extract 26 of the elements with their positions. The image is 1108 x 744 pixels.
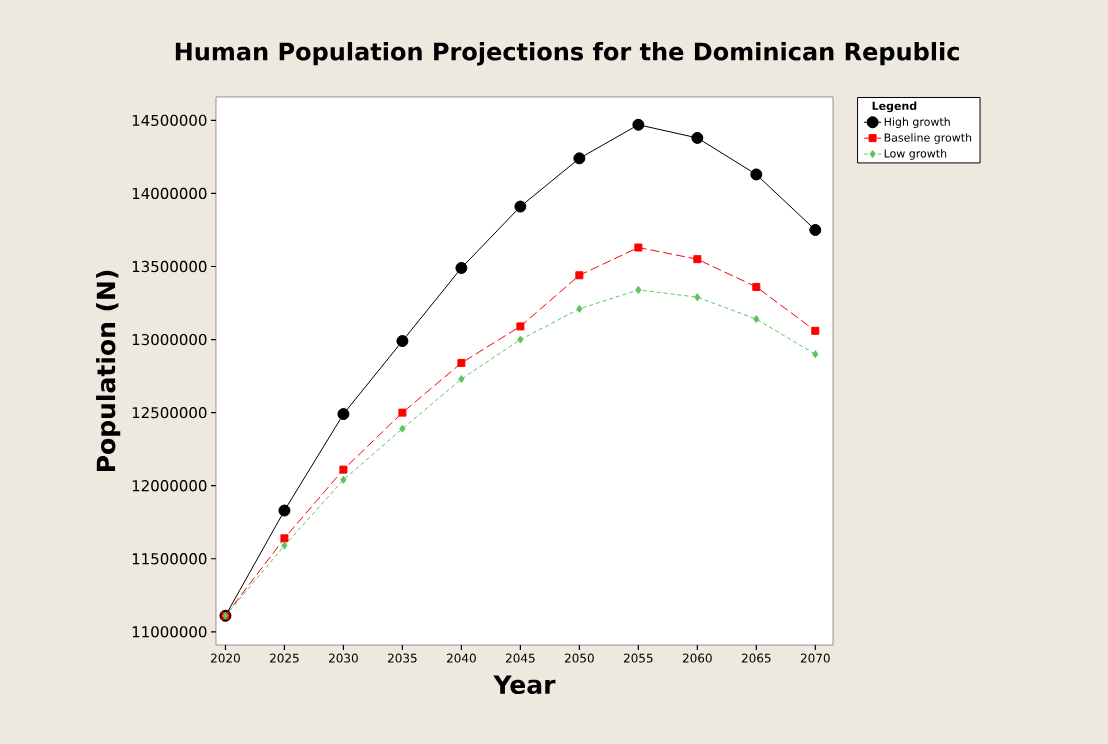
x-tick-label: 2050 bbox=[564, 653, 594, 663]
legend-title: Legend bbox=[872, 101, 917, 113]
y-tick-label: 14000000 bbox=[132, 187, 207, 200]
x-tick-label: 2030 bbox=[329, 653, 358, 663]
x-tick-label: 2070 bbox=[800, 653, 830, 663]
x-tick-label: 2025 bbox=[270, 653, 299, 663]
x-tick-label: 2035 bbox=[388, 653, 417, 663]
x-tick-label: 2055 bbox=[623, 653, 653, 663]
y-tick-label: 13500000 bbox=[132, 260, 207, 273]
y-axis-title: Population (N) bbox=[96, 270, 121, 471]
legend-label: Low growth bbox=[884, 149, 947, 160]
chart-title: Human Population Projections for the Dominican Republic bbox=[175, 42, 959, 66]
y-tick-label: 11500000 bbox=[132, 553, 207, 565]
y-tick-label: 14500000 bbox=[132, 114, 207, 127]
x-tick-label: 2020 bbox=[211, 653, 240, 663]
y-tick-label: 13000000 bbox=[132, 333, 207, 346]
legend-label: High growth bbox=[884, 117, 950, 128]
x-tick-label: 2040 bbox=[447, 653, 476, 663]
x-axis-title: Year bbox=[493, 675, 556, 695]
x-tick-label: 2045 bbox=[505, 653, 535, 663]
y-tick-label: 12500000 bbox=[132, 406, 207, 419]
x-tick-label: 2065 bbox=[741, 653, 771, 663]
legend-label: Baseline growth bbox=[884, 133, 972, 144]
y-tick-label: 12000000 bbox=[132, 480, 207, 492]
y-tick-label: 11000000 bbox=[132, 626, 207, 638]
x-tick-label: 2060 bbox=[682, 653, 712, 663]
